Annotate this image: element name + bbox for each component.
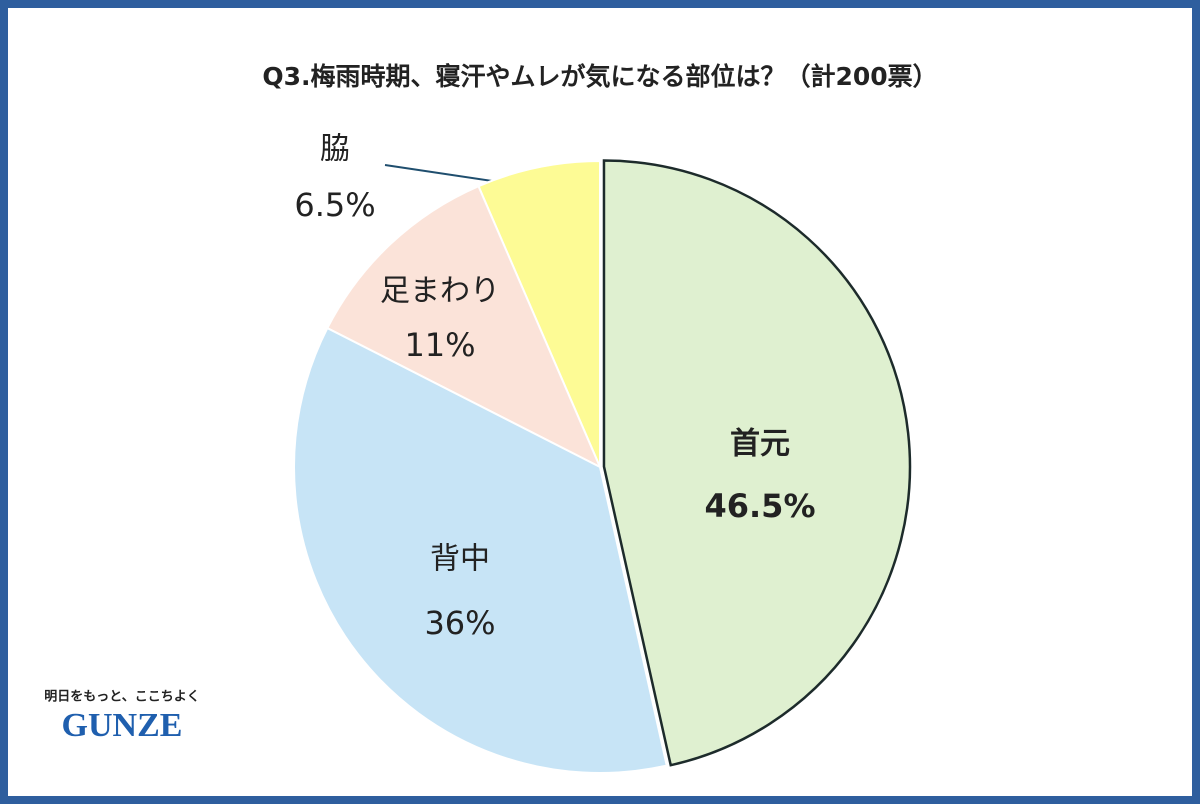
slice-label: 首元 [730, 427, 790, 462]
pie-slice [477, 159, 601, 468]
chart-title: Q3.梅雨時期、寝汗やムレが気になる部位は？（計200票） [262, 62, 937, 91]
value-label: 46.5% [704, 487, 815, 525]
slice-label: 背中 [430, 542, 490, 577]
pie-slice [293, 326, 668, 774]
logo-name: GUNZE [62, 707, 183, 744]
slice-label: 足まわり [380, 274, 500, 309]
value-label: 11% [404, 326, 475, 364]
logo-tagline: 明日をもっと、ここちよく [44, 690, 199, 705]
value-label: 36% [424, 604, 495, 642]
value-label: 6.5% [294, 186, 375, 224]
pie-slice [326, 184, 603, 470]
pie-slice [602, 159, 912, 767]
slice-label: 脇 [320, 132, 350, 167]
